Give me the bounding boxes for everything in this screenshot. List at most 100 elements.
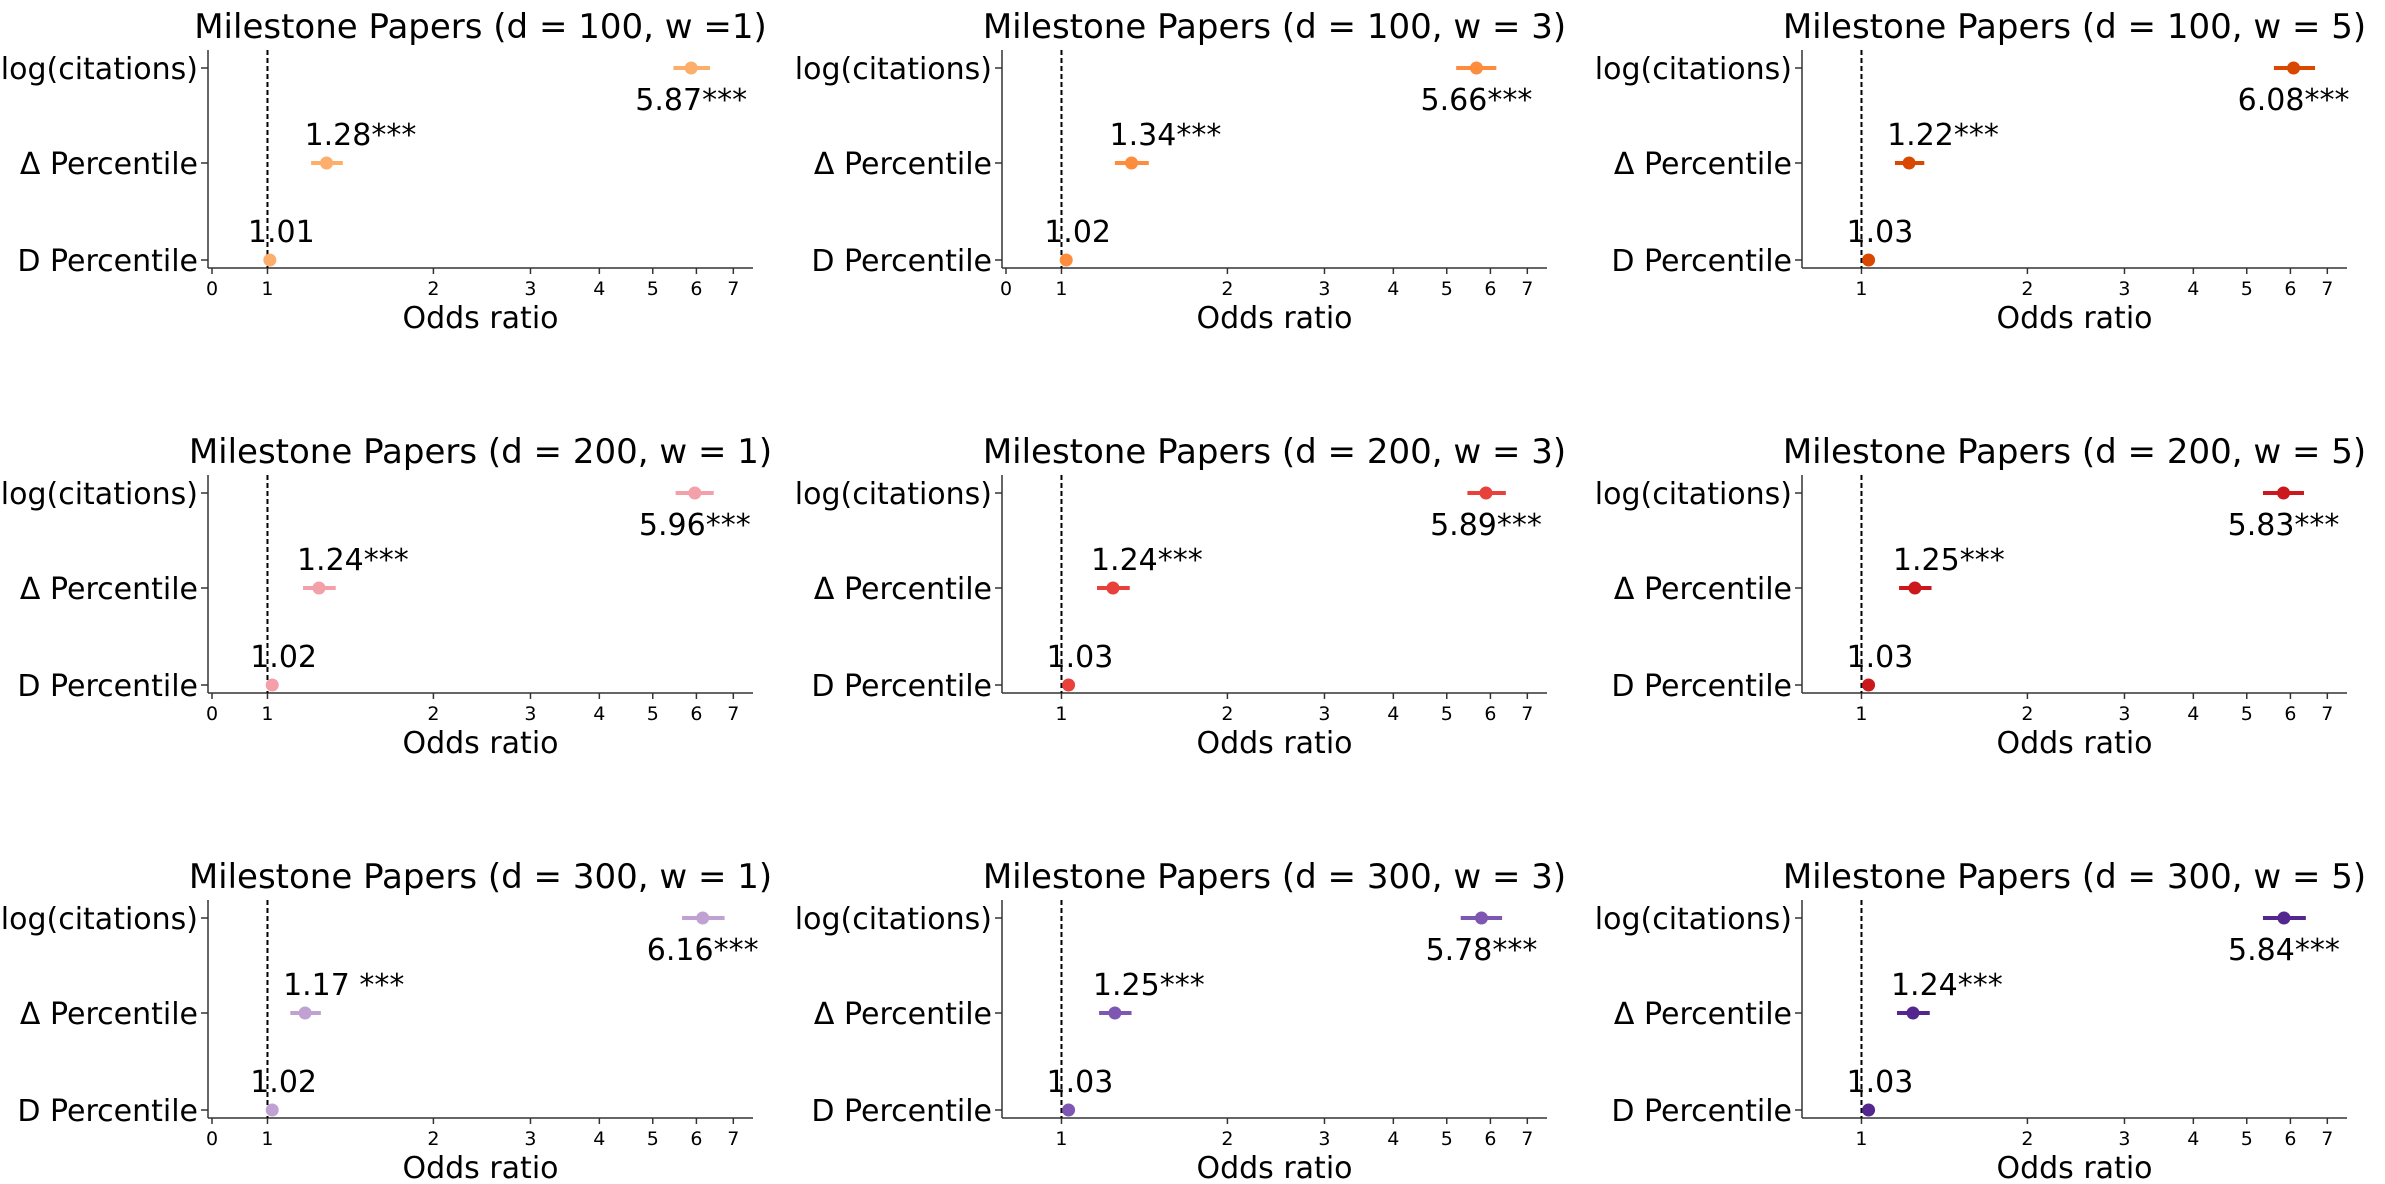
x-tick-label: 7 xyxy=(2321,703,2333,725)
x-tick-label: 2 xyxy=(2021,703,2033,725)
data-label: 1.03 xyxy=(1847,215,1914,250)
estimate-point xyxy=(1906,1006,1920,1020)
estimate-point xyxy=(1108,1006,1122,1020)
x-tick-label: 1 xyxy=(1055,1128,1067,1150)
x-axis-label: Odds ratio xyxy=(1996,1151,2152,1184)
x-tick-label: 5 xyxy=(2241,278,2253,300)
estimate-point xyxy=(1908,581,1922,595)
estimate-point xyxy=(265,678,279,692)
y-category-label: D Percentile xyxy=(17,244,198,279)
x-tick-label: 5 xyxy=(2241,703,2253,725)
estimate-point xyxy=(696,911,710,925)
y-category-label: D Percentile xyxy=(1611,244,1792,279)
y-category-label: D Percentile xyxy=(17,669,198,704)
x-tick-label: 5 xyxy=(2241,1128,2253,1150)
x-tick-label: 1 xyxy=(261,703,273,725)
data-label: 1.34*** xyxy=(1110,118,1222,153)
data-label: 5.66*** xyxy=(1421,83,1533,118)
estimate-point xyxy=(320,156,334,170)
y-category-label: D Percentile xyxy=(17,1094,198,1129)
x-tick-label: 5 xyxy=(647,703,659,725)
estimate-point xyxy=(1474,911,1488,925)
y-category-label: Δ Percentile xyxy=(1614,572,1792,607)
x-tick-label: 7 xyxy=(1521,703,1533,725)
data-label: 1.02 xyxy=(250,1065,317,1100)
panel-title: Milestone Papers (d = 300, w = 1) xyxy=(189,857,772,897)
data-label: 5.96*** xyxy=(639,508,751,543)
panel-title: Milestone Papers (d = 300, w = 5) xyxy=(1783,857,2366,897)
forest-panel-3: Milestone Papers (d = 100, w = 5) 1 2 3 4 5 6 7… xyxy=(1595,7,2366,336)
y-category-label: log(citations) xyxy=(795,902,992,937)
x-tick-label: 1 xyxy=(1855,703,1867,725)
estimate-point xyxy=(1062,1103,1076,1117)
data-label: 1.25*** xyxy=(1093,968,1205,1003)
estimate-point xyxy=(312,581,326,595)
estimate-point xyxy=(1862,1103,1876,1117)
x-tick-label: 3 xyxy=(2118,703,2130,725)
x-axis-label: Odds ratio xyxy=(402,1151,558,1184)
estimate-point xyxy=(1106,581,1120,595)
x-tick-label: 1 xyxy=(1855,278,1867,300)
x-tick-label: 2 xyxy=(427,703,439,725)
estimate-point xyxy=(1902,156,1916,170)
x-axis-label: Odds ratio xyxy=(402,726,558,761)
x-tick-label: 6 xyxy=(2284,703,2296,725)
x-tick-label: 2 xyxy=(427,278,439,300)
panel-title: Milestone Papers (d = 200, w = 1) xyxy=(189,432,772,472)
y-category-label: Δ Percentile xyxy=(814,572,992,607)
x-tick-label: 2 xyxy=(1221,278,1233,300)
x-tick-label: 7 xyxy=(727,1128,739,1150)
x-tick-label: 5 xyxy=(1441,703,1453,725)
data-label: 1.01 xyxy=(248,215,315,250)
x-tick-label: 7 xyxy=(1521,1128,1533,1150)
y-category-label: log(citations) xyxy=(795,52,992,87)
data-label: 5.89*** xyxy=(1430,508,1542,543)
data-label: 5.87*** xyxy=(635,83,747,118)
panel-title: Milestone Papers (d = 200, w = 3) xyxy=(983,432,1566,472)
x-tick-label: 6 xyxy=(2284,278,2296,300)
y-category-label: log(citations) xyxy=(795,477,992,512)
x-tick-label: 2 xyxy=(2021,278,2033,300)
forest-panel-9: Milestone Papers (d = 300, w = 5) 1 2 3 4 5 6 7… xyxy=(1595,857,2366,1184)
estimate-point xyxy=(1469,61,1483,75)
x-tick-label: 7 xyxy=(727,278,739,300)
x-tick-label: 6 xyxy=(1484,278,1496,300)
x-tick-label: 2 xyxy=(1221,1128,1233,1150)
panel-title: Milestone Papers (d = 200, w = 5) xyxy=(1783,432,2366,472)
x-tick-label: 3 xyxy=(1318,703,1330,725)
estimate-point xyxy=(684,61,698,75)
x-tick-label: 5 xyxy=(1441,1128,1453,1150)
x-tick-label: 2 xyxy=(2021,1128,2033,1150)
x-tick-label: 0 xyxy=(206,278,218,300)
x-tick-label: 7 xyxy=(2321,1128,2333,1150)
data-label: 1.22*** xyxy=(1887,118,1999,153)
x-tick-label: 1 xyxy=(261,1128,273,1150)
data-label: 5.84*** xyxy=(2228,933,2340,968)
x-tick-label: 1 xyxy=(1855,1128,1867,1150)
x-tick-label: 6 xyxy=(2284,1128,2296,1150)
data-label: 1.24*** xyxy=(1091,543,1203,578)
x-tick-label: 7 xyxy=(2321,278,2333,300)
estimate-point xyxy=(688,486,702,500)
panel-title: Milestone Papers (d = 300, w = 3) xyxy=(983,857,1566,897)
x-tick-label: 4 xyxy=(1387,1128,1399,1150)
data-label: 1.25*** xyxy=(1893,543,2005,578)
x-tick-label: 6 xyxy=(690,703,702,725)
x-tick-label: 1 xyxy=(1055,703,1067,725)
estimate-point xyxy=(2277,486,2291,500)
data-label: 1.24*** xyxy=(297,543,409,578)
forest-panel-4: Milestone Papers (d = 200, w = 1) 0 1 2 3 4 5 6… xyxy=(1,432,772,761)
data-label: 1.17 *** xyxy=(283,968,404,1003)
data-label: 1.03 xyxy=(1847,1065,1914,1100)
x-axis-label: Odds ratio xyxy=(1196,726,1352,761)
x-tick-label: 6 xyxy=(1484,1128,1496,1150)
data-label: 6.16*** xyxy=(647,933,759,968)
x-tick-label: 4 xyxy=(593,278,605,300)
x-tick-label: 2 xyxy=(1221,703,1233,725)
y-category-label: D Percentile xyxy=(811,1094,992,1129)
x-tick-label: 4 xyxy=(593,1128,605,1150)
x-tick-label: 3 xyxy=(2118,278,2130,300)
x-tick-label: 4 xyxy=(1387,703,1399,725)
y-category-label: Δ Percentile xyxy=(20,997,198,1032)
